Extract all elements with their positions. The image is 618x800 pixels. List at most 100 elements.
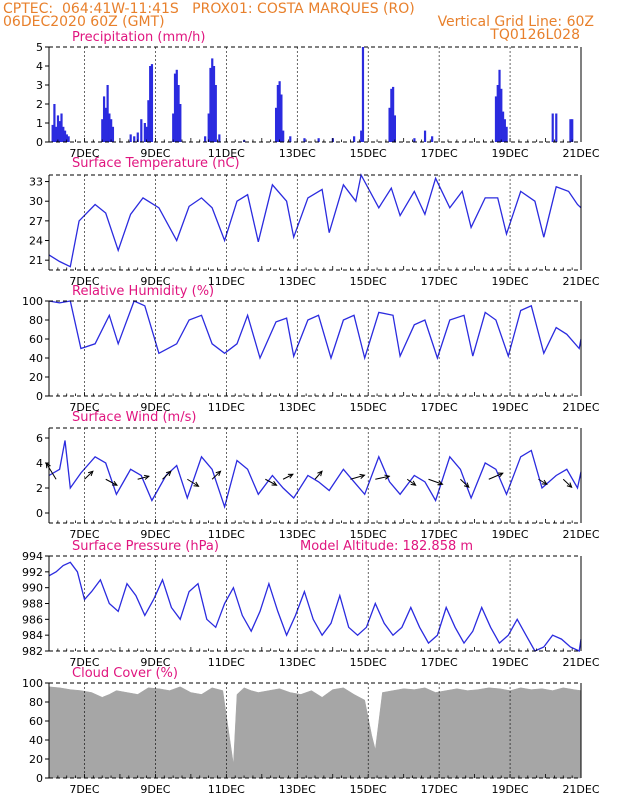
precip-bar: [569, 119, 572, 142]
precip-bar: [501, 111, 505, 142]
y-tick-label: 21: [29, 254, 43, 267]
precip-bar: [140, 119, 143, 142]
precip-bar: [218, 134, 221, 142]
precip-bar: [551, 113, 554, 142]
precip-bar: [63, 130, 67, 142]
precip-bar: [498, 69, 501, 142]
series-line: [48, 561, 582, 652]
panel-0: [45, 46, 582, 143]
precip-bar: [133, 136, 136, 142]
wind-arrow-head: [287, 473, 294, 479]
y-tick-label: 2: [36, 482, 43, 495]
series-line: [48, 173, 582, 268]
y-tick-label: 994: [22, 550, 43, 563]
precip-bar: [173, 73, 177, 142]
y-tick-label: 80: [29, 696, 43, 709]
y-tick-label: 990: [22, 582, 43, 595]
precip-bar: [207, 113, 210, 142]
precip-bar: [390, 88, 393, 142]
precip-bar: [393, 115, 396, 142]
x-tick-label: 7DEC: [69, 275, 99, 288]
wind-arrow-head: [384, 474, 391, 480]
y-tick-label: 0: [36, 507, 43, 520]
precip-bar: [149, 66, 152, 142]
wind-arrow-head: [271, 480, 278, 486]
precip-bar: [431, 136, 434, 142]
precip-bar: [353, 136, 356, 142]
x-tick-label: 7DEC: [69, 401, 99, 414]
x-tick-label: 19DEC: [492, 147, 529, 160]
wind-arrow-head: [165, 470, 172, 477]
y-tick-label: 30: [29, 195, 43, 208]
y-tick-label: 4: [36, 60, 43, 73]
precip-bar: [278, 81, 281, 142]
header-grid-note: Vertical Grid Line: 60Z: [437, 14, 594, 30]
y-tick-label: 0: [36, 390, 43, 403]
x-tick-label: 17DEC: [421, 528, 458, 541]
y-tick-label: 40: [29, 734, 43, 747]
precip-bar: [102, 96, 106, 142]
header-code: TQ0126L028: [490, 27, 580, 43]
x-tick-label: 9DEC: [140, 783, 170, 796]
wind-arrow-head: [410, 480, 417, 486]
wind-arrow: [406, 478, 416, 486]
x-tick-label: 7DEC: [69, 656, 99, 669]
x-tick-label: 13DEC: [279, 147, 316, 160]
y-tick-label: 984: [22, 629, 43, 642]
x-tick-label: 19DEC: [492, 528, 529, 541]
precip-bar: [361, 47, 365, 142]
precip-bar: [317, 138, 320, 142]
x-tick-label: 21DEC: [562, 656, 599, 669]
panel-subtitle: Model Altitude: 182.858 m: [300, 539, 473, 554]
wind-arrow-head: [143, 474, 150, 480]
y-tick-label: 4: [36, 457, 43, 470]
y-tick-label: 6: [36, 432, 43, 445]
x-tick-label: 21DEC: [562, 528, 599, 541]
x-tick-label: 11DEC: [208, 528, 245, 541]
precip-bar: [388, 107, 391, 142]
precip-bar: [108, 113, 111, 142]
y-tick-label: 986: [22, 613, 43, 626]
wind-arrow: [314, 470, 323, 480]
series-line: [48, 440, 582, 510]
panel-title: Cloud Cover (%): [72, 666, 178, 681]
y-tick-label: 3: [36, 79, 43, 92]
x-tick-label: 21DEC: [562, 275, 599, 288]
precip-bar: [496, 85, 499, 142]
precip-bar: [282, 130, 285, 142]
precip-bar: [274, 107, 278, 142]
wind-arrow: [45, 462, 57, 480]
x-tick-label: 15DEC: [350, 783, 387, 796]
wind-arrow: [187, 478, 199, 487]
wind-arrow-head: [437, 480, 444, 486]
wind-arrow: [488, 472, 503, 480]
x-tick-label: 7DEC: [69, 147, 99, 160]
precip-bar: [58, 121, 61, 142]
wind-arrow: [105, 478, 118, 486]
precip-bar: [204, 136, 207, 142]
x-tick-label: 21DEC: [562, 783, 599, 796]
precip-bar: [172, 113, 175, 142]
precip-bar: [143, 123, 146, 142]
x-tick-label: 7DEC: [69, 528, 99, 541]
header-line1: CPTEC: 064:41W-11:41S PROX01: COSTA MARQ…: [3, 1, 415, 17]
panel-4: [45, 555, 582, 652]
y-tick-label: 982: [22, 645, 43, 658]
x-tick-label: 17DEC: [421, 783, 458, 796]
y-tick-label: 33: [29, 176, 43, 189]
x-tick-label: 13DEC: [279, 275, 316, 288]
wind-arrow-head: [317, 470, 323, 477]
x-tick-label: 13DEC: [279, 783, 316, 796]
precip-bar: [51, 124, 54, 142]
x-tick-label: 9DEC: [140, 656, 170, 669]
x-tick-label: 7DEC: [69, 783, 99, 796]
y-tick-label: 60: [29, 333, 43, 346]
precip-bar: [289, 136, 292, 142]
precip-bar: [110, 119, 113, 142]
x-tick-label: 11DEC: [208, 275, 245, 288]
precip-bar: [212, 66, 216, 142]
precip-bar: [360, 130, 363, 142]
panel-title: Surface Pressure (hPa): [72, 539, 219, 554]
series-line: [48, 300, 582, 361]
precip-bar: [60, 113, 63, 142]
